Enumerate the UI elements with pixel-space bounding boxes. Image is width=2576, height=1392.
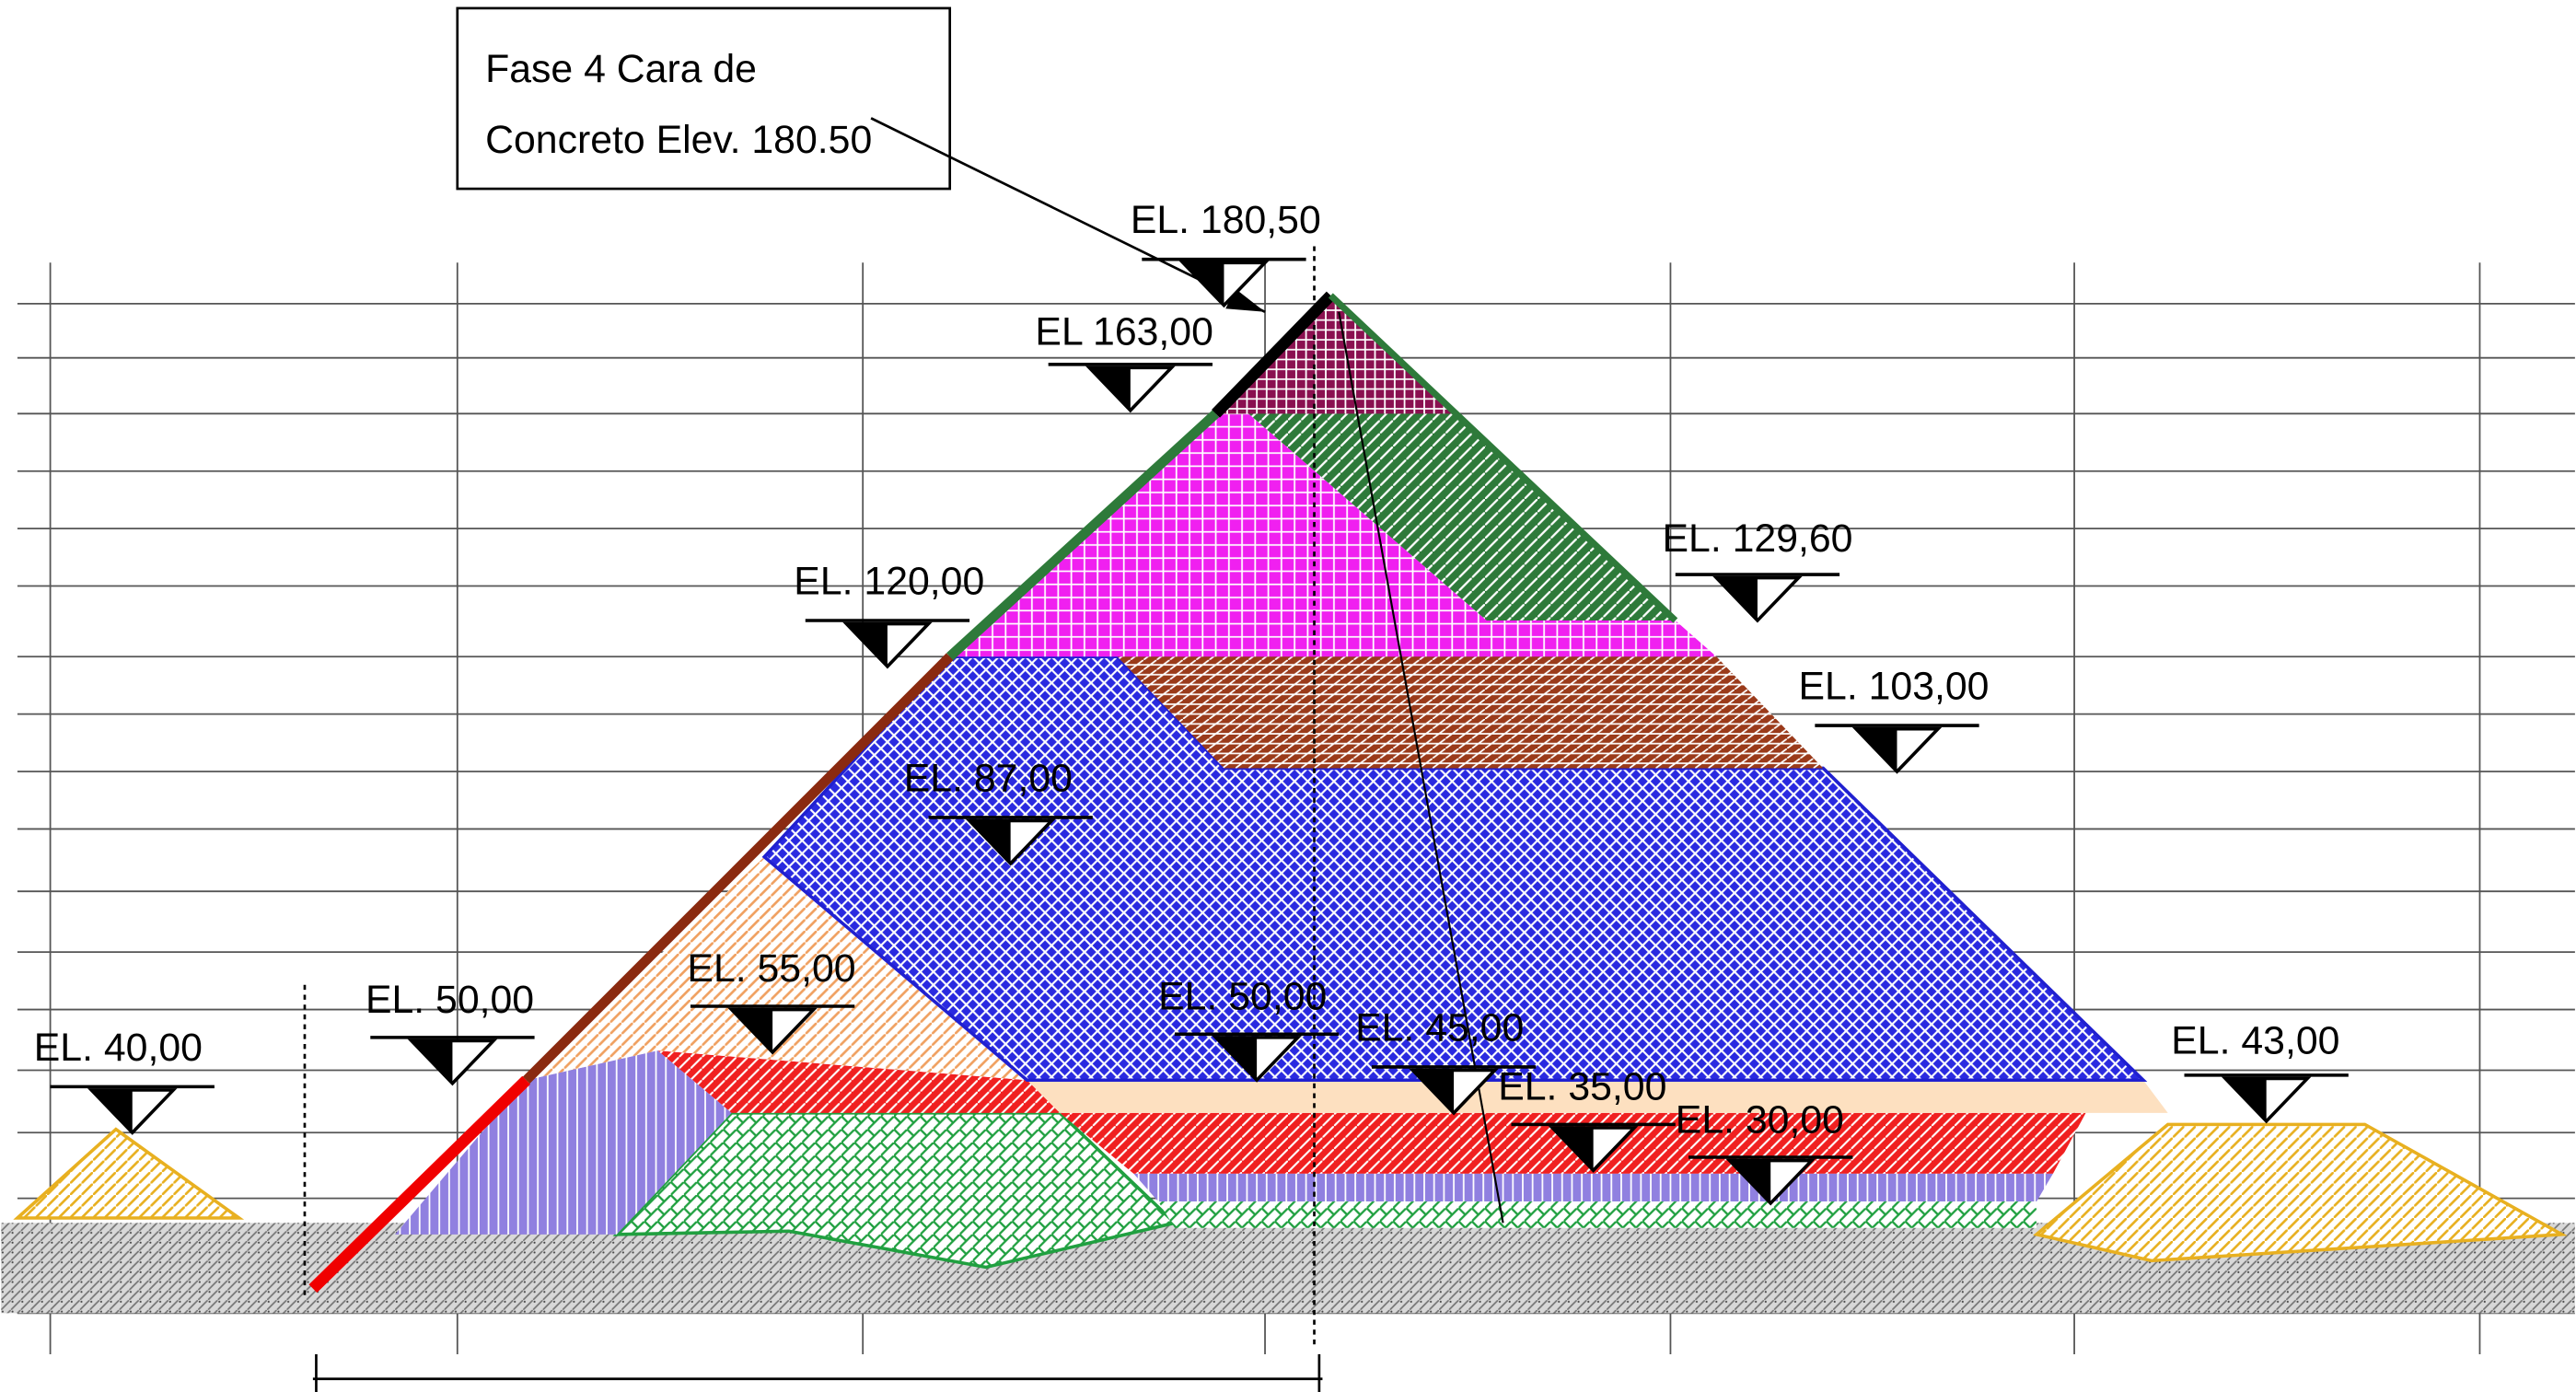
zone-red [657,1050,1061,1113]
zone-purple [395,1050,732,1235]
elevation-label: EL. 120,00 [794,559,984,603]
downstream-face [1328,293,1678,623]
elevation-label: EL. 50,00 [1158,975,1327,1019]
zone-green-dark [1248,413,1676,621]
foundation [1,1223,2575,1314]
dimension [312,1353,1323,1392]
elevation-label: EL. 43,00 [2171,1019,2339,1063]
zone-green-right [1158,1201,2037,1228]
elevation-marker [1674,573,1841,622]
elevation-label: EL. 40,00 [34,1026,203,1070]
elevation-label: EL. 30,00 [1676,1097,1844,1142]
zone-brown [1117,656,1824,769]
callout-line: Concreto Elev. 180.50 [485,118,872,162]
zone-crest [1215,295,1455,414]
elevation-marker [1813,724,1981,773]
elevation-label: EL. 87,00 [904,756,1073,800]
face-phase-4 [1212,291,1335,418]
elevation-label: EL. 180,50 [1131,198,1321,242]
elevation-marker [2182,1073,2350,1123]
elevation-marker [48,1085,216,1135]
elevation-label: EL. 50,00 [366,978,534,1022]
elevation-label: EL 163,00 [1035,309,1213,354]
zone-purple-right [1133,1173,2053,1202]
elevation-label: EL. 103,00 [1799,665,1990,709]
upstream-cofferdam [13,1127,245,1220]
dam-zones [1,246,2575,1392]
elevation-marker [1140,257,1308,307]
elevations: EL. 180,50 EL 163,00 EL. 129,60 EL. 120,… [34,198,2350,1205]
face-phase-3 [946,410,1220,661]
zone-filter [1027,1080,2168,1113]
face-phase-1 [308,1075,531,1293]
face-phase-2 [522,653,954,1085]
elevation-label: EL. 55,00 [687,946,855,991]
zone-orange [526,856,1027,1081]
elevation-marker [1046,363,1214,412]
axis-line [303,246,1316,1347]
zone-magenta [949,413,1717,657]
zone-blue [761,655,2148,1083]
elevation-label: EL. 35,00 [1498,1065,1666,1109]
elevation-label: EL. 129,60 [1663,516,1853,561]
elevation-marker [368,1036,537,1085]
callout: Fase 4 Cara de Concreto Elev. 180.50 [456,6,1266,313]
callout-line: Fase 4 Cara de [485,47,757,91]
downstream-cofferdam [2033,1122,2568,1263]
elevation-label: EL. 45,00 [1355,1005,1524,1050]
callout-box [456,6,952,191]
